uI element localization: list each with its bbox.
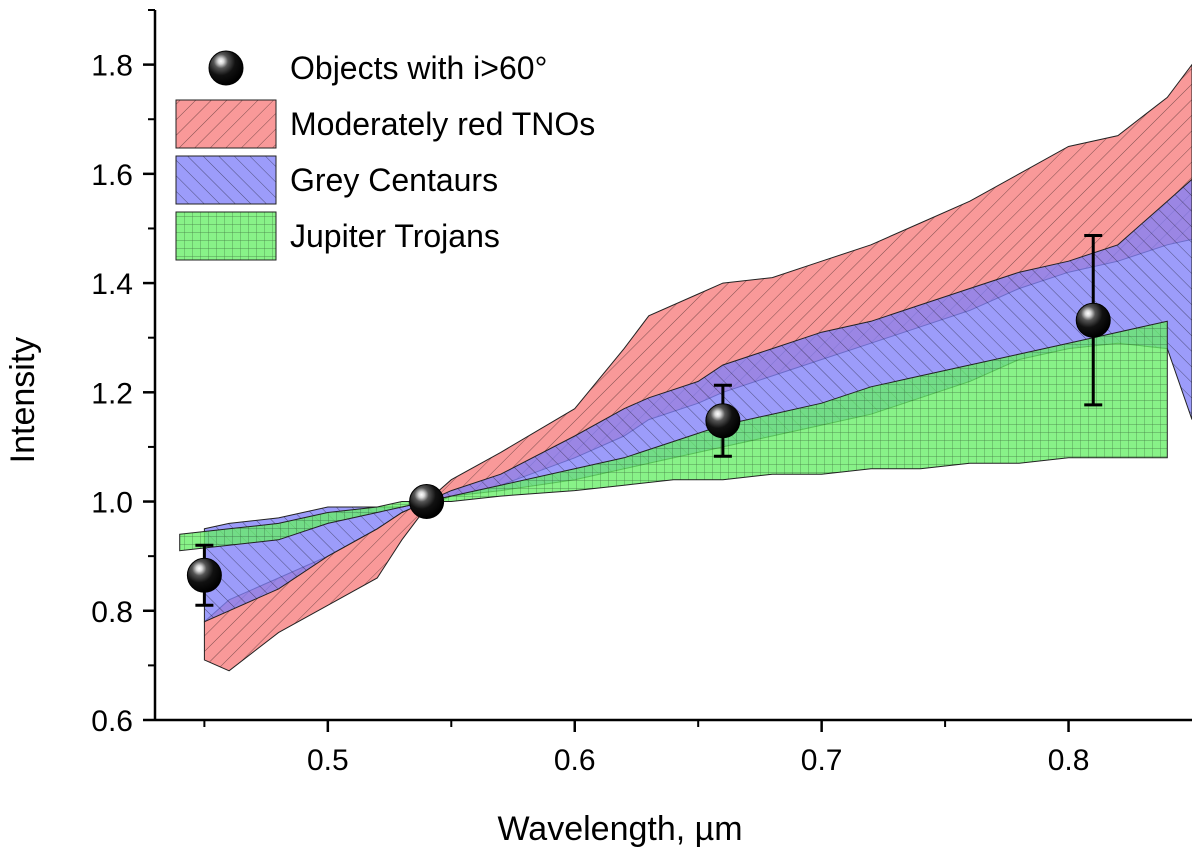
y-tick-label: 1.2 bbox=[91, 377, 133, 410]
x-tick-label: 0.7 bbox=[801, 744, 843, 777]
data-point bbox=[1075, 302, 1111, 338]
points-layer bbox=[186, 302, 1111, 593]
y-tick-label: 1.4 bbox=[91, 268, 133, 301]
legend-band-swatch-hatch bbox=[175, 211, 277, 261]
data-point bbox=[409, 484, 445, 520]
legend-item-jupiter-trojans: Jupiter Trojans bbox=[175, 211, 500, 261]
x-tick-label: 0.5 bbox=[307, 744, 349, 777]
legend-item-moderately-red-tnos: Moderately red TNOs bbox=[175, 99, 595, 149]
legend: Objects with i>60° Moderately red TNOs Gre… bbox=[175, 50, 595, 261]
legend-label: Jupiter Trojans bbox=[290, 218, 500, 254]
y-tick-label: 1.6 bbox=[91, 159, 133, 192]
legend-band-swatch-hatch bbox=[175, 99, 277, 149]
x-tick-label: 0.6 bbox=[554, 744, 596, 777]
y-tick-label: 1.0 bbox=[91, 487, 133, 520]
y-tick-label: 1.8 bbox=[91, 50, 133, 83]
legend-item-grey-centaurs: Grey Centaurs bbox=[175, 155, 498, 205]
y-tick-label: 0.6 bbox=[91, 705, 133, 738]
legend-label: Moderately red TNOs bbox=[290, 106, 595, 142]
y-axis-title: Intensity bbox=[4, 337, 42, 464]
legend-marker-swatch bbox=[208, 50, 244, 86]
y-ticks: 0.6 0.8 1.0 1.2 1.4 1.6 1.8 bbox=[91, 9, 155, 738]
legend-band-swatch-hatch bbox=[175, 155, 277, 205]
legend-item-objects-with-i-60: Objects with i>60° bbox=[208, 50, 547, 86]
x-tick-label: 0.8 bbox=[1048, 744, 1090, 777]
x-axis-title: Wavelength, µm bbox=[497, 810, 742, 848]
bands-layer bbox=[179, 63, 1192, 672]
data-point bbox=[186, 557, 222, 593]
data-point bbox=[705, 403, 741, 439]
y-tick-label: 0.8 bbox=[91, 596, 133, 629]
legend-label: Objects with i>60° bbox=[290, 50, 547, 86]
legend-label: Grey Centaurs bbox=[290, 162, 498, 198]
x-ticks: 0.5 0.6 0.7 0.8 bbox=[203, 720, 1090, 777]
